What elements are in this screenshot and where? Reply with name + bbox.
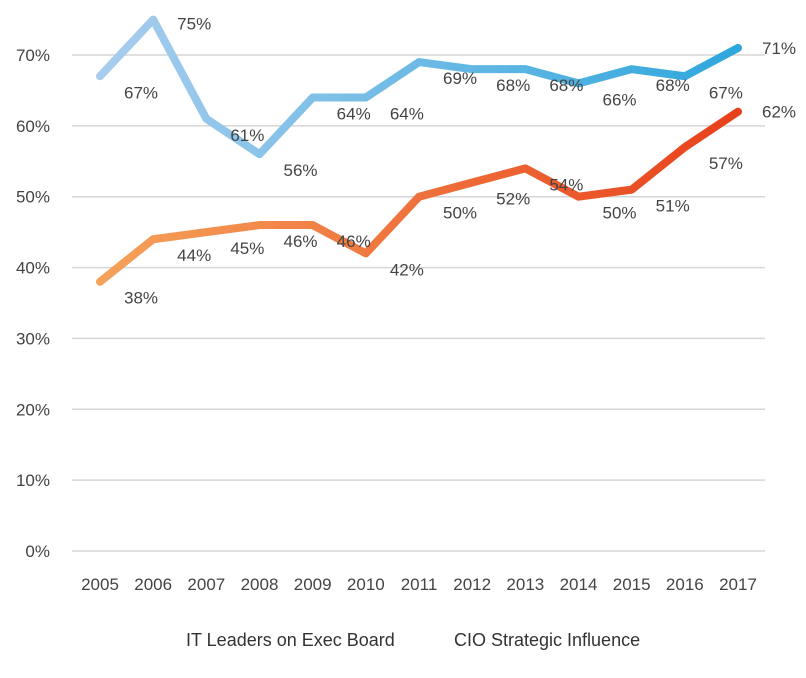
data-label: 38% <box>124 289 158 308</box>
data-label: 64% <box>337 105 371 124</box>
x-tick-label: 2005 <box>81 575 119 594</box>
y-tick-label: 60% <box>16 117 50 136</box>
x-tick-label: 2006 <box>134 575 172 594</box>
data-label: 69% <box>443 69 477 88</box>
x-tick-label: 2017 <box>719 575 757 594</box>
y-tick-label: 30% <box>16 329 50 348</box>
x-tick-label: 2012 <box>453 575 491 594</box>
data-label: 42% <box>390 260 424 279</box>
y-tick-label: 40% <box>16 259 50 278</box>
x-tick-label: 2015 <box>613 575 651 594</box>
data-label: 68% <box>496 76 530 95</box>
x-axis-tick-labels: 2005 2006 2007 2008 2009 2010 2011 2012 2013 2014… <box>81 575 757 594</box>
y-tick-label: 20% <box>16 400 50 419</box>
y-axis-tick-labels: 0% 10% 20% 30% 40% 50% 60% 70% <box>16 46 50 561</box>
x-tick-label: 2008 <box>241 575 279 594</box>
data-label: 56% <box>284 161 318 180</box>
data-label: 50% <box>603 204 637 223</box>
data-label: 67% <box>709 83 743 102</box>
legend-label: CIO Strategic Influence <box>454 630 640 650</box>
grid <box>72 54 765 552</box>
data-label: 46% <box>284 232 318 251</box>
x-tick-label: 2010 <box>347 575 385 594</box>
data-label: 71% <box>762 39 796 58</box>
legend-label: IT Leaders on Exec Board <box>186 630 395 650</box>
data-label: 61% <box>230 126 264 145</box>
data-label: 54% <box>549 175 583 194</box>
data-label: 62% <box>762 103 796 122</box>
y-tick-label: 10% <box>16 471 50 490</box>
legend: IT Leaders on Exec Board CIO Strategic In… <box>111 630 640 650</box>
series-lines <box>96 15 742 286</box>
data-label: 68% <box>656 76 690 95</box>
x-tick-label: 2011 <box>401 575 438 594</box>
data-label: 45% <box>230 239 264 258</box>
y-tick-label: 70% <box>16 46 50 65</box>
y-tick-label: 0% <box>25 542 50 561</box>
x-tick-label: 2007 <box>187 575 225 594</box>
data-label: 66% <box>603 90 637 109</box>
data-label: 67% <box>124 83 158 102</box>
x-tick-label: 2014 <box>560 575 598 594</box>
series-line-0 <box>96 107 742 286</box>
data-label: 51% <box>656 197 690 216</box>
x-tick-label: 2016 <box>666 575 704 594</box>
x-tick-label: 2009 <box>294 575 332 594</box>
y-tick-label: 50% <box>16 188 50 207</box>
data-label: 57% <box>709 154 743 173</box>
data-label: 46% <box>337 232 371 251</box>
data-label: 52% <box>496 190 530 209</box>
data-label: 68% <box>549 76 583 95</box>
data-label: 64% <box>390 105 424 124</box>
x-tick-label: 2013 <box>506 575 544 594</box>
data-label: 44% <box>177 246 211 265</box>
data-label: 75% <box>177 15 211 34</box>
data-label: 50% <box>443 204 477 223</box>
data-labels: 38% 44% 45% 46% 46% 42% 50% 52% 54% 50% 51% 57% 62% 6… <box>124 15 796 308</box>
series-line-1 <box>96 15 742 159</box>
